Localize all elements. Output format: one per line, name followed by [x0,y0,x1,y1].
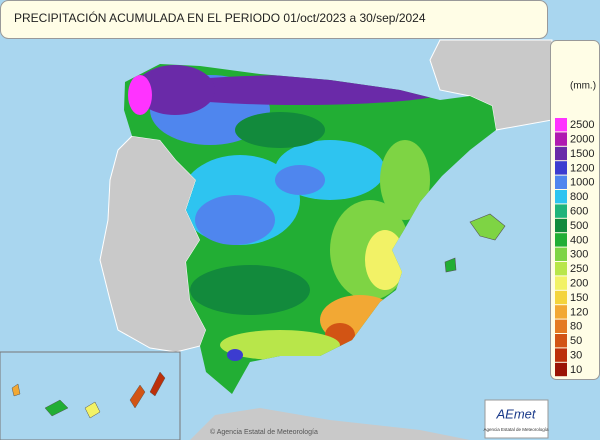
legend-swatch [555,118,567,132]
canary-inset [0,351,181,440]
africa [190,408,470,440]
title-box [0,0,548,39]
legend-swatch [555,161,567,175]
legend-label: 2500 [570,119,594,131]
legend-swatch [555,247,567,261]
legend-label: 2000 [570,134,594,146]
legend-swatch [555,190,567,204]
legend-label: 1200 [570,162,594,174]
legend-label: 10 [570,364,582,376]
credits: © Agencia Estatal de Meteorología [210,428,318,436]
legend-label: 120 [570,306,588,318]
legend-label: 1500 [570,148,594,160]
legend-label: 400 [570,234,588,246]
legend-swatch [555,233,567,247]
legend-label: 30 [570,350,582,362]
legend-label: 50 [570,335,582,347]
legend-label: 800 [570,191,588,203]
legend-label: 600 [570,206,588,218]
logo-subtitle: Agencia Estatal de Meteorología [483,427,549,432]
legend-label: 250 [570,263,588,275]
legend-swatch [555,132,567,146]
legend-swatch [555,276,567,290]
legend-swatch [555,348,567,362]
legend-label: 80 [570,321,582,333]
legend-swatch [555,204,567,218]
canary-islands [11,371,166,419]
logo-name: AEmet [495,406,536,421]
legend-swatch [555,175,567,189]
legend-label: 300 [570,249,588,261]
ibiza [444,257,457,273]
mallorca [469,213,506,241]
legend-swatch [555,146,567,161]
legend-swatch [555,319,567,333]
legend-swatch [555,290,567,305]
legend-swatch [555,262,567,276]
legend-label: 200 [570,278,588,290]
legend-swatch [555,334,567,348]
title: PRECIPITACIÓN ACUMULADA EN EL PERIODO 01… [14,10,426,25]
legend: 2500 2000 1500 1200 1000 800 600 500 400 300 250 20… [555,118,594,377]
legend-label: 500 [570,220,588,232]
logo-box [484,399,549,439]
legend-swatch [555,305,567,319]
legend-label: 1000 [570,177,594,189]
legend-swatch [555,218,567,233]
legend-swatch [555,362,567,377]
legend-unit: (mm.) [570,81,596,92]
legend-label: 150 [570,292,588,304]
